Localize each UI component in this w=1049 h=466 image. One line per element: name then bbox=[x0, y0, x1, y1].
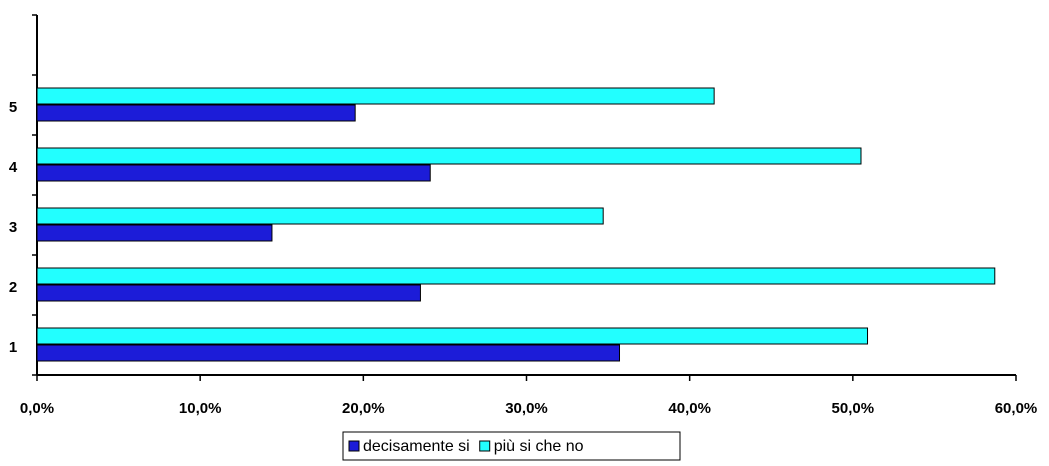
legend-swatch bbox=[479, 440, 491, 452]
y-tick-label: 2 bbox=[9, 279, 17, 296]
x-tick-label: 0,0% bbox=[20, 400, 54, 417]
bar bbox=[36, 344, 621, 362]
y-tick-label: 5 bbox=[9, 99, 17, 116]
bar bbox=[36, 327, 869, 345]
legend-box bbox=[342, 431, 681, 461]
bar bbox=[36, 147, 862, 165]
bar bbox=[36, 104, 356, 122]
bar bbox=[36, 224, 273, 242]
bar bbox=[36, 87, 715, 105]
bar bbox=[36, 284, 421, 302]
bar bbox=[36, 267, 996, 285]
y-tick-label: 1 bbox=[9, 339, 17, 356]
x-tick-label: 10,0% bbox=[179, 400, 222, 417]
x-tick-label: 40,0% bbox=[668, 400, 711, 417]
legend-label: più si che no bbox=[494, 438, 584, 455]
x-tick-label: 20,0% bbox=[342, 400, 385, 417]
legend-swatch bbox=[348, 440, 360, 452]
y-tick-label: 4 bbox=[9, 159, 18, 176]
bar bbox=[36, 207, 604, 225]
y-tick-label: 3 bbox=[9, 219, 17, 236]
bar bbox=[36, 164, 431, 182]
x-tick-label: 50,0% bbox=[832, 400, 875, 417]
legend-label: decisamente si bbox=[363, 438, 470, 455]
x-tick-label: 60,0% bbox=[995, 400, 1038, 417]
x-tick-label: 30,0% bbox=[505, 400, 548, 417]
